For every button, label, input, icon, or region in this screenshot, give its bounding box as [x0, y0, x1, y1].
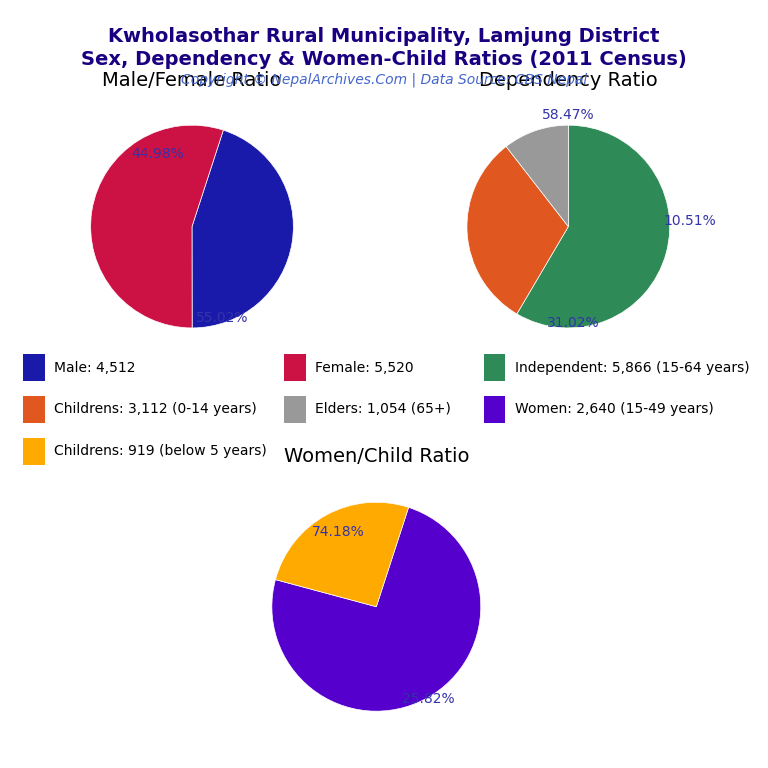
Bar [284, 396, 306, 423]
Bar [23, 438, 45, 465]
Text: Women: 2,640 (15-49 years): Women: 2,640 (15-49 years) [515, 402, 713, 416]
Text: 55.02%: 55.02% [196, 311, 249, 325]
Bar [23, 396, 45, 423]
Text: 31.02%: 31.02% [547, 316, 600, 330]
Text: 25.82%: 25.82% [402, 692, 455, 706]
Text: Childrens: 919 (below 5 years): Childrens: 919 (below 5 years) [54, 444, 266, 458]
Bar [484, 396, 505, 423]
Text: Independent: 5,866 (15-64 years): Independent: 5,866 (15-64 years) [515, 361, 750, 375]
Text: 74.18%: 74.18% [312, 525, 364, 538]
Wedge shape [506, 125, 568, 227]
Wedge shape [467, 147, 568, 314]
Title: Male/Female Ratio: Male/Female Ratio [102, 71, 282, 90]
Bar [484, 354, 505, 381]
Text: Sex, Dependency & Women-Child Ratios (2011 Census): Sex, Dependency & Women-Child Ratios (20… [81, 50, 687, 69]
Title: Dependency Ratio: Dependency Ratio [479, 71, 657, 90]
Text: Female: 5,520: Female: 5,520 [315, 361, 413, 375]
Wedge shape [272, 508, 481, 711]
Wedge shape [91, 125, 223, 328]
Wedge shape [276, 502, 409, 607]
Text: Childrens: 3,112 (0-14 years): Childrens: 3,112 (0-14 years) [54, 402, 257, 416]
Text: 58.47%: 58.47% [542, 108, 594, 122]
Wedge shape [192, 130, 293, 328]
Text: 10.51%: 10.51% [664, 214, 717, 229]
Bar [23, 354, 45, 381]
Text: Kwholasothar Rural Municipality, Lamjung District: Kwholasothar Rural Municipality, Lamjung… [108, 27, 660, 46]
Wedge shape [517, 125, 670, 328]
Title: Women/Child Ratio: Women/Child Ratio [283, 447, 469, 466]
Bar [284, 354, 306, 381]
Text: 44.98%: 44.98% [131, 147, 184, 161]
Text: Elders: 1,054 (65+): Elders: 1,054 (65+) [315, 402, 451, 416]
Text: Male: 4,512: Male: 4,512 [54, 361, 135, 375]
Text: Copyright © NepalArchives.Com | Data Source: CBS Nepal: Copyright © NepalArchives.Com | Data Sou… [181, 73, 587, 88]
